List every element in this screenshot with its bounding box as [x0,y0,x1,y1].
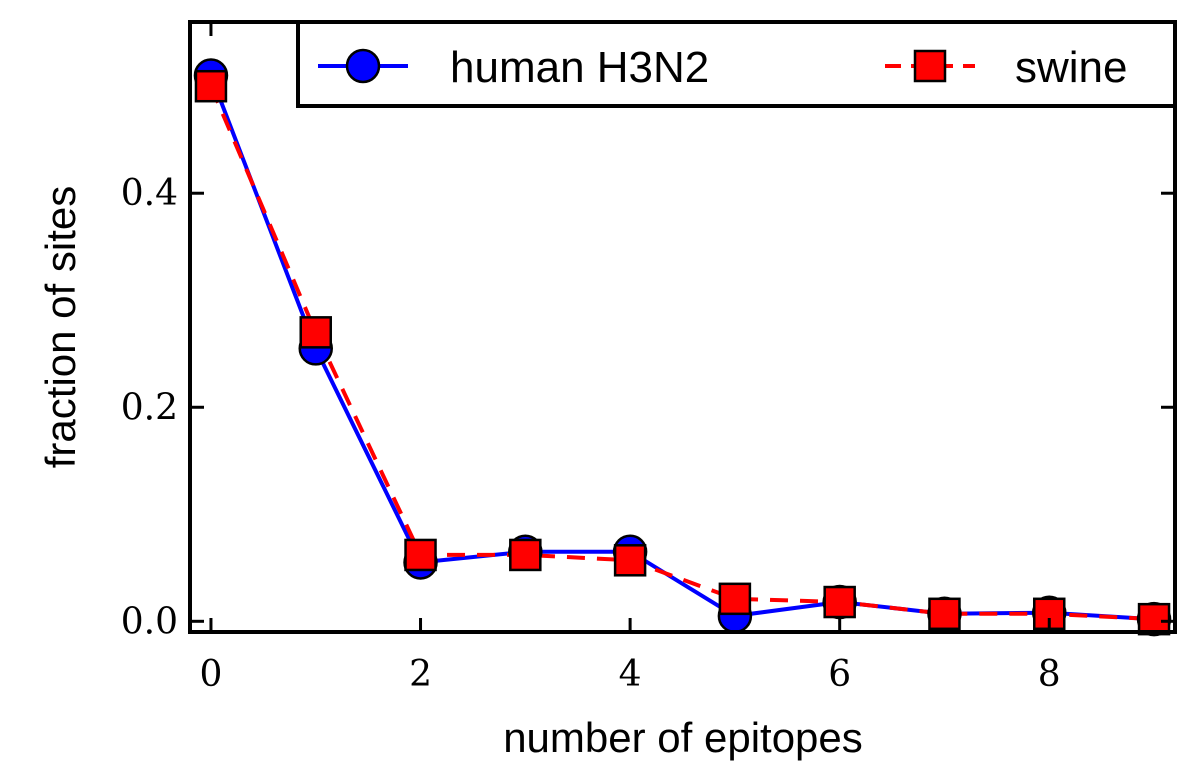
data-point-s1-7 [928,597,961,631]
x-tick-label-4: 8 [1038,654,1061,695]
x-tick-label-2: 4 [619,654,642,695]
legend-label-swine: swine [1015,43,1128,92]
series-lines [209,74,1155,622]
data-point-s1-4 [613,544,647,577]
legend-marker-human-h3n2 [345,48,381,84]
data-point-s1-3 [509,538,542,572]
data-point-s1-2 [404,538,437,572]
x-tick-label-1: 2 [409,654,432,695]
axis-tick-labels: 0 2 4 6 8 0.0 0.2 0.4 [121,173,1061,695]
legend-box [296,20,1177,108]
x-tick-label-0: 0 [200,654,223,695]
y-tick-label-2: 0.4 [121,173,178,214]
x-tick-label-3: 6 [828,654,851,695]
legend-marker-swine [913,49,947,83]
data-point-s1-9 [1137,602,1171,636]
data-point-s1-5 [718,582,752,616]
data-point-s1-0 [194,69,228,103]
y-tick-label-1: 0.2 [121,387,178,428]
series-markers [193,58,1172,637]
y-axis-title: fraction of sites [37,186,84,468]
legend: human H3N2 swine [296,20,1177,108]
data-point-s1-1 [299,316,332,349]
plot-area [190,22,1175,632]
legend-label-human-h3n2: human H3N2 [450,43,709,92]
y-tick-label-0: 0.0 [121,601,178,642]
x-axis-title: number of epitopes [503,714,863,761]
data-point-s1-6 [823,585,856,619]
series-line-1 [209,85,1155,622]
